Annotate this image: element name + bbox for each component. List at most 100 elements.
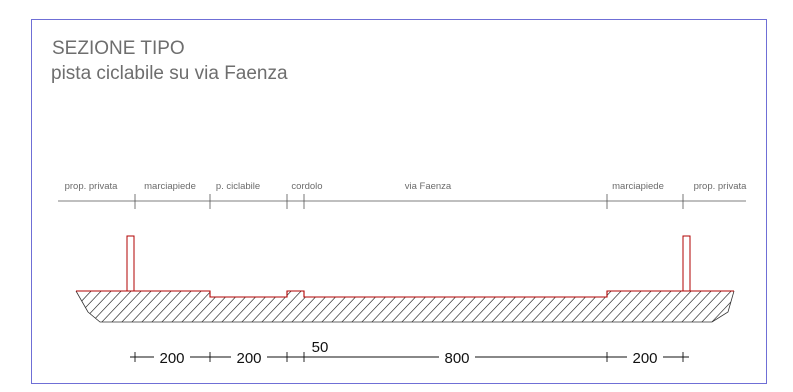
hatch-line: [699, 291, 734, 322]
hatch-line: [439, 291, 475, 322]
hatch-line: [279, 291, 315, 322]
hatch-line: [99, 291, 135, 322]
hatch-line: [599, 291, 635, 322]
hatch-line: [559, 291, 595, 322]
hatch-line: [129, 291, 165, 322]
hatch-line: [629, 291, 665, 322]
hatch-line: [249, 291, 285, 322]
hatch-line: [79, 291, 115, 322]
hatch-line: [589, 291, 625, 322]
right-wall: [682, 235, 691, 292]
hatch-line: [119, 291, 155, 322]
dimension-label-bg: [627, 349, 663, 365]
dimension-label: 800: [444, 350, 469, 367]
hatch-line: [709, 291, 734, 322]
zone-labels: prop. privata marciapiede p. ciclabile c…: [65, 181, 748, 192]
hatch-line: [529, 291, 565, 322]
zone-label: via Faenza: [405, 181, 452, 192]
left-wall: [126, 235, 135, 292]
hatch-line: [429, 291, 465, 322]
hatch-line: [689, 291, 725, 322]
hatch-line: [359, 291, 395, 322]
hatch-line: [740, 288, 774, 324]
hatch-line: [399, 291, 435, 322]
ground-hatch: [76, 288, 793, 324]
hatch-line: [729, 291, 734, 322]
zone-label: prop. privata: [694, 181, 748, 192]
hatch-line: [469, 291, 505, 322]
dimension-label: 200: [632, 350, 657, 367]
hatch-line: [339, 291, 375, 322]
dimension-label-bg: [154, 349, 190, 365]
hatch-line: [639, 291, 675, 322]
hatch-line: [209, 291, 245, 322]
hatch-line: [579, 291, 615, 322]
surface-profile: [76, 290, 734, 298]
hatch-line: [780, 288, 793, 324]
zone-label: cordolo: [291, 181, 322, 192]
hatch-line: [189, 291, 225, 322]
hatch-line: [619, 291, 655, 322]
hatch-line: [149, 291, 185, 322]
dimension-label-bg: [439, 349, 475, 365]
drawing-subtitle: pista ciclabile su via Faenza: [51, 63, 288, 84]
hatch-line: [349, 291, 385, 322]
hatch-line: [269, 291, 305, 322]
hatch-line: [159, 291, 195, 322]
hatch-line: [309, 291, 345, 322]
hatch-line: [76, 291, 105, 322]
hatch-line: [479, 291, 515, 322]
hatch-line: [499, 291, 535, 322]
zone-label: p. ciclabile: [216, 181, 260, 192]
dimension-chain: 200 200 50 800 200: [130, 339, 689, 367]
hatch-line: [179, 291, 215, 322]
dimension-label-bg: [231, 349, 267, 365]
hatch-line: [379, 291, 415, 322]
hatch-line: [409, 291, 445, 322]
hatch-line: [219, 291, 255, 322]
hatch-line: [169, 291, 205, 322]
drawing-frame: [31, 19, 767, 384]
hatch-line: [719, 291, 734, 322]
hatch-line: [519, 291, 555, 322]
hatch-line: [369, 291, 405, 322]
hatch-line: [679, 291, 715, 322]
drawing-title: SEZIONE TIPO: [52, 38, 185, 59]
dimension-label: 200: [236, 350, 261, 367]
hatch-line: [109, 291, 145, 322]
hatch-line: [389, 291, 425, 322]
hatch-line: [770, 288, 793, 324]
hatch-line: [329, 291, 365, 322]
hatch-line: [449, 291, 485, 322]
hatch-line: [659, 291, 695, 322]
hatch-line: [539, 291, 575, 322]
zone-label: marciapiede: [144, 181, 196, 192]
hatch-line: [239, 291, 275, 322]
hatch-line: [569, 291, 605, 322]
zone-label: prop. privata: [65, 181, 119, 192]
hatch-line: [760, 288, 793, 324]
hatch-line: [229, 291, 265, 322]
hatch-line: [669, 291, 705, 322]
hatch-line: [509, 291, 545, 322]
ground-bottom-outline: [75, 290, 735, 323]
hatch-line: [459, 291, 495, 322]
hatch-line: [289, 291, 325, 322]
hatch-line: [299, 291, 335, 322]
hatch-line: [649, 291, 685, 322]
zone-reference-line: [58, 194, 746, 209]
hatch-line: [259, 291, 295, 322]
hatch-line: [139, 291, 175, 322]
hatch-line: [549, 291, 585, 322]
hatch-line: [609, 291, 645, 322]
dimension-label: 200: [159, 350, 184, 367]
hatch-line: [319, 291, 355, 322]
hatch-line: [750, 288, 784, 324]
dimension-label: 50: [312, 339, 329, 356]
hatch-line: [89, 291, 125, 322]
hatch-line: [489, 291, 525, 322]
hatch-line: [199, 291, 235, 322]
hatch-line: [419, 291, 455, 322]
zone-label: marciapiede: [612, 181, 664, 192]
